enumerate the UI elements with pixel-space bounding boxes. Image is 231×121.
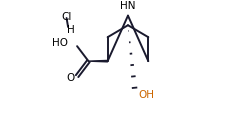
Text: HO: HO [51,38,67,48]
Text: OH: OH [137,90,153,100]
Text: O: O [66,73,74,83]
Text: H: H [67,25,74,35]
Polygon shape [88,60,107,62]
Text: Cl: Cl [61,12,72,22]
Text: HN: HN [120,1,135,11]
